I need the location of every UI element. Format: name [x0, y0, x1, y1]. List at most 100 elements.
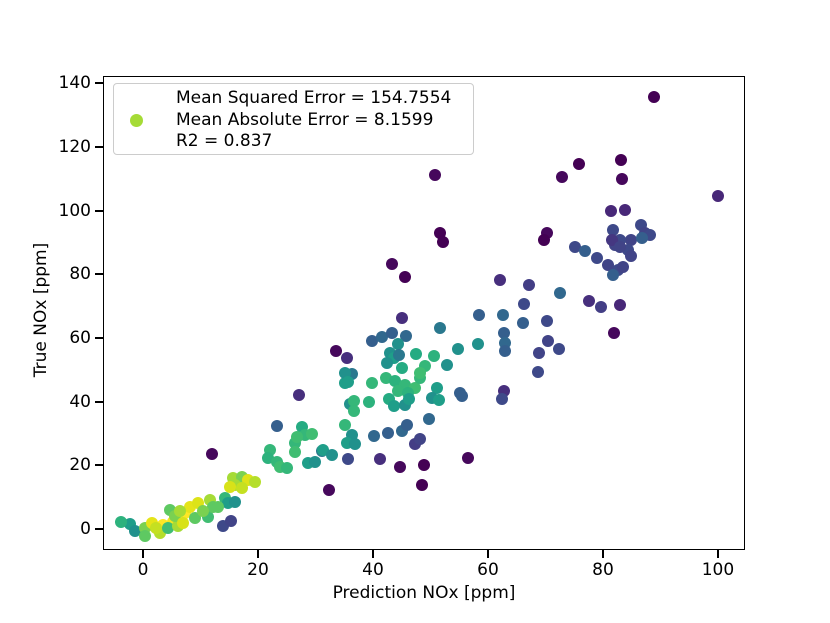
- scatter-point: [270, 420, 283, 433]
- scatter-point: [381, 426, 394, 439]
- scatter-point: [532, 366, 544, 379]
- scatter-point: [403, 393, 416, 406]
- scatter-point: [391, 338, 404, 351]
- scatter-point: [472, 309, 485, 322]
- scatter-point: [338, 418, 351, 431]
- scatter-point: [541, 335, 554, 348]
- tick-mark: [95, 464, 103, 467]
- scatter-point: [330, 345, 343, 358]
- legend-line-mse: Mean Squared Error = 154.7554: [176, 88, 452, 108]
- scatter-point: [541, 315, 554, 328]
- scatter-point: [177, 516, 190, 529]
- scatter-point: [579, 245, 592, 258]
- scatter-point: [385, 258, 398, 271]
- scatter-point: [368, 430, 381, 443]
- scatter-point: [380, 357, 393, 370]
- scatter-point: [636, 232, 649, 245]
- scatter-point: [418, 459, 431, 471]
- scatter-point: [138, 529, 151, 542]
- y-tick-label: 120: [58, 136, 91, 157]
- scatter-point: [291, 430, 304, 443]
- scatter-point: [395, 361, 408, 374]
- scatter-point: [341, 352, 354, 365]
- scatter-point: [625, 233, 638, 246]
- scatter-point: [583, 295, 596, 308]
- scatter-point: [518, 297, 531, 310]
- scatter-point: [617, 261, 630, 273]
- y-tick-label: 100: [58, 200, 91, 221]
- scatter-point: [433, 394, 446, 407]
- scatter-point: [229, 495, 241, 508]
- scatter-point: [517, 317, 530, 330]
- scatter-point: [306, 428, 319, 441]
- scatter-point: [342, 375, 355, 388]
- scatter-point: [249, 475, 262, 488]
- scatter-point: [572, 158, 585, 171]
- scatter-point: [322, 484, 335, 497]
- scatter-point: [394, 460, 407, 473]
- y-tick-label: 60: [69, 327, 91, 348]
- scatter-point: [395, 311, 408, 324]
- scatter-point: [365, 335, 378, 348]
- scatter-point: [427, 350, 440, 363]
- scatter-point: [115, 515, 128, 528]
- scatter-point: [615, 173, 628, 186]
- scatter-point: [400, 418, 413, 431]
- scatter-point: [606, 224, 619, 237]
- scatter-point: [326, 449, 339, 462]
- plot-area: [103, 76, 745, 550]
- scatter-point: [495, 393, 508, 406]
- scatter-point: [349, 437, 362, 450]
- scatter-point: [648, 91, 661, 103]
- scatter-point: [288, 445, 301, 458]
- tick-mark: [95, 528, 103, 530]
- x-tick-label: 80: [592, 560, 614, 580]
- scatter-point: [494, 274, 507, 287]
- scatter-point: [533, 346, 546, 359]
- scatter-point: [595, 301, 608, 314]
- y-tick-label: 140: [58, 73, 91, 94]
- scatter-point: [422, 413, 435, 426]
- scatter-point: [452, 343, 465, 356]
- scatter-point: [224, 515, 237, 528]
- scatter-point: [392, 349, 405, 362]
- scatter-point: [441, 359, 454, 372]
- scatter-point: [376, 331, 389, 344]
- y-tick-label: 20: [69, 455, 91, 476]
- scatter-point: [399, 271, 412, 284]
- scatter-point: [568, 240, 581, 253]
- scatter-point: [388, 400, 401, 413]
- x-axis-label: Prediction NOx [ppm]: [332, 583, 516, 603]
- scatter-point: [292, 389, 305, 402]
- scatter-point: [437, 236, 450, 249]
- scatter-point: [362, 395, 375, 408]
- scatter-point: [223, 480, 236, 493]
- tick-mark: [142, 550, 144, 558]
- y-axis-label: True NOx [ppm]: [31, 242, 51, 378]
- tick-mark: [372, 550, 374, 558]
- scatter-point: [365, 376, 378, 389]
- scatter-point: [316, 444, 329, 457]
- tick-mark: [95, 337, 103, 339]
- x-tick-label: 20: [247, 560, 269, 580]
- scatter-point: [161, 522, 174, 535]
- scatter-point: [206, 447, 218, 460]
- y-tick-label: 0: [80, 518, 91, 539]
- tick-mark: [95, 209, 103, 212]
- scatter-point: [410, 347, 423, 360]
- scatter-point: [606, 268, 619, 281]
- x-tick-label: 0: [137, 560, 149, 580]
- x-tick-label: 40: [362, 560, 384, 580]
- scatter-point: [522, 279, 535, 292]
- scatter-point: [614, 154, 627, 167]
- tick-mark: [487, 550, 489, 558]
- tick-mark: [717, 550, 719, 558]
- scatter-point: [461, 452, 474, 464]
- y-tick-label: 80: [69, 264, 91, 285]
- scatter-point: [414, 367, 427, 379]
- scatter-point: [711, 190, 724, 202]
- scatter-point: [625, 250, 638, 263]
- scatter-point: [373, 452, 386, 465]
- scatter-point: [613, 240, 626, 253]
- scatter-point: [553, 287, 566, 300]
